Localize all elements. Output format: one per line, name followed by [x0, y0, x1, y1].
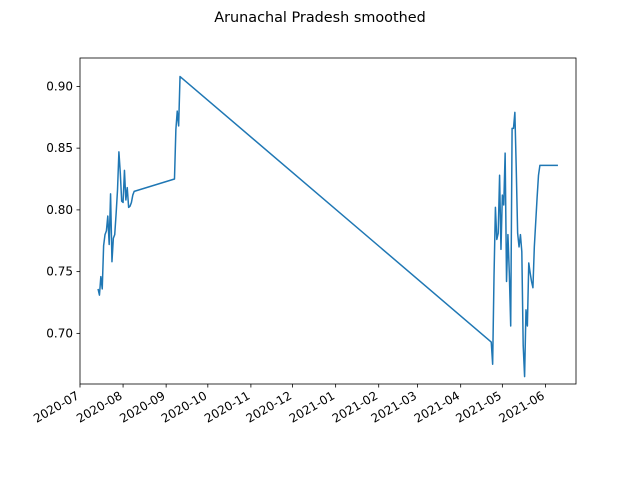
y-tick-label: 0.90: [46, 79, 73, 93]
y-tick-label: 0.70: [46, 326, 73, 340]
series-line: [97, 75, 558, 378]
chart-title: Arunachal Pradesh smoothed: [214, 10, 425, 26]
y-tick-label: 0.75: [46, 265, 73, 279]
axes-frame: [79, 57, 577, 385]
y-tick-label: 0.80: [46, 203, 73, 217]
y-tick-label: 0.85: [46, 141, 73, 155]
